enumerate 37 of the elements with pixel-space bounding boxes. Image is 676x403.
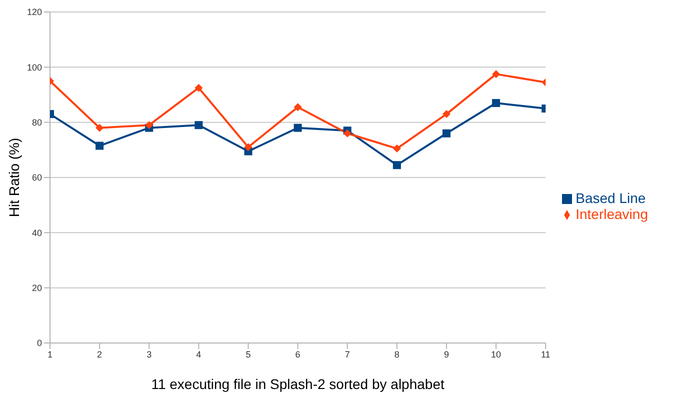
x-tick-label: 5 (246, 349, 251, 360)
x-tick-label: 11 (540, 349, 550, 360)
point (194, 121, 203, 130)
point (294, 124, 302, 132)
point (492, 99, 500, 108)
legend-label: Based Line (576, 190, 646, 206)
point (96, 142, 104, 150)
x-tick-label: 6 (295, 349, 300, 360)
x-tick-label: 3 (146, 349, 152, 360)
point (442, 129, 450, 138)
x-axis-title: 11 executing file in Splash-2 sorted by alphabet (151, 376, 444, 392)
point (194, 84, 203, 92)
point (294, 103, 302, 112)
y-tick-label: 40 (32, 228, 42, 238)
y-tick-label: 60 (32, 172, 42, 183)
x-tick-label: 8 (394, 349, 400, 360)
x-tick-label: 2 (97, 349, 102, 360)
point (145, 121, 154, 130)
point (392, 144, 401, 153)
y-tick-label: 0 (36, 338, 42, 348)
x-tick-label: 4 (196, 349, 202, 360)
point (442, 110, 450, 118)
legend-label: Interleaving (576, 206, 648, 222)
y-tick-label: 120 (26, 7, 42, 18)
x-tick-label: 10 (491, 349, 502, 360)
x-tick-label: 7 (344, 349, 350, 360)
point (96, 124, 104, 132)
point (492, 70, 500, 78)
y-axis-title: Hit Ratio (%) (6, 138, 22, 218)
y-tick-label: 100 (26, 62, 42, 72)
point (343, 129, 352, 138)
point (244, 143, 252, 152)
y-tick-label: 80 (32, 118, 42, 128)
x-tick-label: 9 (444, 349, 449, 360)
y-tick-label: 20 (32, 283, 42, 294)
point (392, 161, 401, 170)
x-tick-label: 1 (47, 349, 53, 360)
